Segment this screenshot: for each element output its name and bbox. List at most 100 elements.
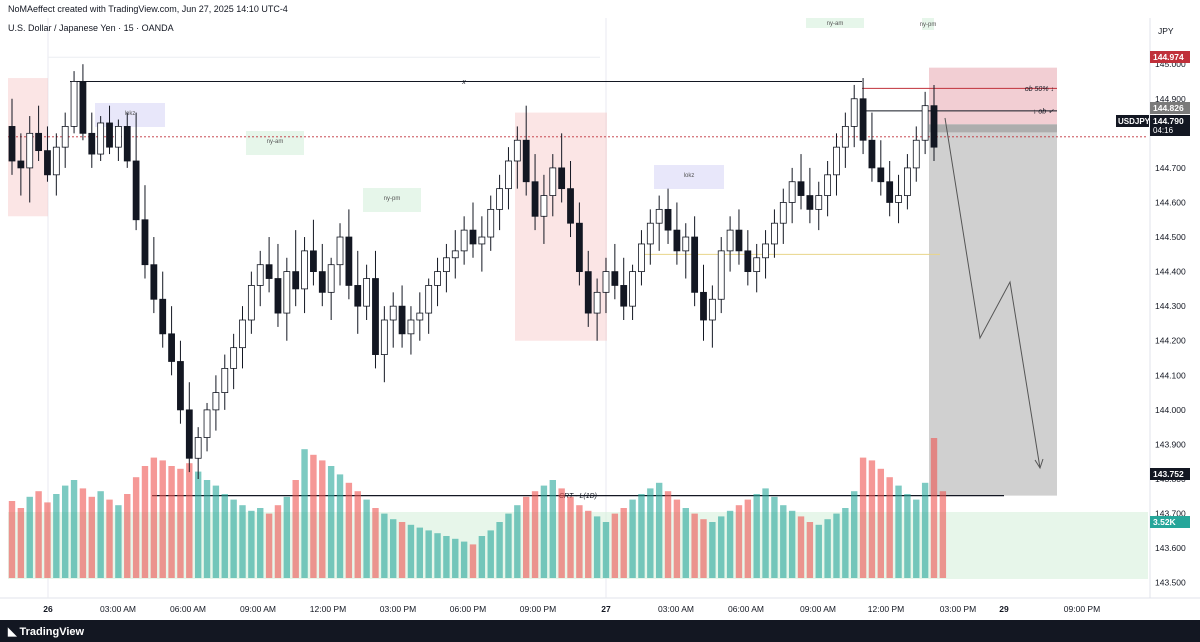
- candle-body: [443, 257, 450, 273]
- y-tick-label: 143.900: [1155, 439, 1186, 449]
- candle-body: [194, 437, 202, 459]
- volume-bar: [655, 482, 663, 578]
- session-box-label: ny-pm: [920, 22, 937, 28]
- volume-bar: [44, 502, 51, 578]
- candle-body: [310, 250, 317, 273]
- volume-bar: [363, 499, 370, 578]
- currency-label: JPY: [1158, 26, 1174, 36]
- candle-body: [44, 150, 51, 176]
- volume-bar: [540, 485, 548, 578]
- volume-bar: [718, 516, 725, 578]
- candle-body: [912, 139, 920, 169]
- candle-body: [549, 167, 557, 196]
- volume-bar: [186, 463, 193, 578]
- candle-body: [35, 132, 42, 152]
- volume-bar: [132, 477, 140, 578]
- volume-bar: [239, 505, 246, 578]
- volume-bar: [88, 496, 95, 578]
- volume-bar: [833, 513, 840, 578]
- session-box: [654, 165, 724, 189]
- volume-bar: [629, 499, 636, 578]
- volume-bar: [70, 480, 78, 578]
- price-tag: 143.752: [1153, 469, 1184, 479]
- volume-bar: [753, 494, 760, 578]
- volume-bar: [788, 510, 796, 578]
- candle-body: [203, 409, 211, 438]
- x-tick-label: 26: [43, 604, 53, 614]
- volume-bar: [141, 466, 149, 578]
- candle-body: [8, 126, 16, 162]
- annotation-label: ↓ ob ✓: [1033, 108, 1054, 115]
- footer-bar: ◣ TradingView: [0, 620, 1200, 642]
- candle-body: [425, 285, 433, 314]
- volume-bar: [79, 488, 87, 578]
- x-tick-label: 09:00 AM: [800, 604, 836, 614]
- session-box: [806, 18, 864, 28]
- candle-body: [593, 291, 601, 314]
- candle-body: [886, 181, 894, 203]
- volume-bar: [257, 508, 264, 578]
- volume-bar: [381, 513, 388, 578]
- volume-bar: [762, 488, 769, 578]
- projection-arrowhead: [1034, 458, 1044, 470]
- candle-body: [895, 195, 902, 203]
- candle-body: [283, 271, 291, 314]
- y-tick-label: 144.100: [1155, 370, 1186, 380]
- candle-body: [638, 243, 645, 273]
- volume-bar: [895, 485, 902, 578]
- volume-bar: [913, 499, 920, 578]
- y-tick-label: 144.300: [1155, 301, 1186, 311]
- price-tag: 144.790: [1153, 116, 1184, 126]
- candle-body: [256, 264, 264, 286]
- candle-body: [221, 367, 229, 393]
- volume-bar: [168, 466, 175, 578]
- volume-bar: [549, 480, 556, 578]
- annotation-label: x: [461, 79, 466, 86]
- supply-zone: [515, 112, 607, 341]
- y-tick-label: 144.000: [1155, 405, 1186, 415]
- x-tick-label: 06:00 AM: [170, 604, 206, 614]
- volume-bar: [301, 449, 308, 578]
- top-bar: NoMAeffect created with TradingView.com,…: [0, 0, 1200, 18]
- volume-bar: [558, 488, 565, 578]
- x-tick-label: 03:00 PM: [380, 604, 416, 614]
- tradingview-logo-text: TradingView: [19, 626, 85, 638]
- candle-body: [106, 122, 113, 148]
- volume-bar: [425, 530, 432, 578]
- volume-bar: [522, 496, 530, 578]
- candle-body: [753, 257, 761, 273]
- candle-body: [327, 264, 335, 293]
- candle-body: [212, 392, 220, 411]
- volume-bar: [97, 491, 104, 578]
- volume-bar: [842, 508, 849, 578]
- volume-bar: [372, 508, 379, 578]
- candle-body: [629, 271, 636, 307]
- candle-body: [655, 208, 663, 224]
- volume-bar: [886, 477, 893, 578]
- volume-bar: [921, 482, 929, 578]
- volume-bar: [505, 513, 512, 578]
- volume-bar: [877, 468, 885, 578]
- volume-bar: [460, 541, 468, 578]
- countdown-label: 04:16: [1153, 126, 1174, 135]
- volume-bar: [851, 491, 858, 578]
- candle-body: [318, 271, 326, 293]
- volume-bar: [230, 499, 237, 578]
- y-tick-label: 144.600: [1155, 197, 1186, 207]
- candle-body: [540, 195, 548, 217]
- y-tick-label: 144.500: [1155, 232, 1186, 242]
- x-tick-label: 03:00 AM: [100, 604, 136, 614]
- annotation-label: CRT - L(1D): [559, 493, 597, 500]
- volume-bar: [638, 494, 645, 578]
- symbol-title: U.S. Dollar / Japanese Yen · 15 · OANDA: [8, 23, 174, 33]
- candle-body: [230, 347, 238, 369]
- candle-body: [717, 250, 725, 300]
- volume-bar: [194, 471, 202, 578]
- candle-body: [788, 181, 796, 203]
- credit-text: NoMAeffect created with TradingView.com,…: [8, 4, 288, 14]
- volume-bar: [443, 536, 450, 578]
- candle-body: [247, 285, 255, 321]
- candle-body: [416, 312, 424, 321]
- volume-bar: [345, 482, 353, 578]
